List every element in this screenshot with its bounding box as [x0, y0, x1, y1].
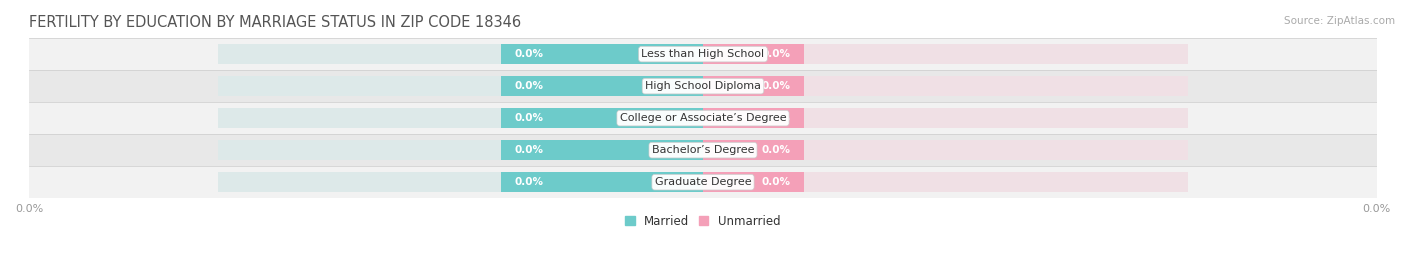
- Bar: [703, 172, 1188, 192]
- Bar: [501, 108, 703, 128]
- Bar: [703, 108, 1188, 128]
- Bar: [30, 166, 1376, 198]
- Bar: [703, 76, 804, 96]
- Bar: [703, 140, 804, 160]
- Bar: [703, 44, 1188, 64]
- Bar: [703, 44, 804, 64]
- Text: 0.0%: 0.0%: [762, 113, 790, 123]
- Bar: [30, 134, 1376, 166]
- Text: College or Associate’s Degree: College or Associate’s Degree: [620, 113, 786, 123]
- Text: 0.0%: 0.0%: [515, 177, 543, 187]
- Text: 0.0%: 0.0%: [762, 81, 790, 91]
- Text: 0.0%: 0.0%: [515, 145, 543, 155]
- Bar: [30, 102, 1376, 134]
- Text: 0.0%: 0.0%: [515, 81, 543, 91]
- Legend: Married, Unmarried: Married, Unmarried: [626, 214, 780, 228]
- Bar: [30, 38, 1376, 70]
- Bar: [30, 70, 1376, 102]
- Bar: [703, 140, 1188, 160]
- Bar: [501, 76, 703, 96]
- Bar: [501, 140, 703, 160]
- Text: High School Diploma: High School Diploma: [645, 81, 761, 91]
- Bar: [218, 44, 703, 64]
- Bar: [218, 172, 703, 192]
- Bar: [703, 108, 804, 128]
- Bar: [218, 140, 703, 160]
- Text: 0.0%: 0.0%: [515, 113, 543, 123]
- Text: Bachelor’s Degree: Bachelor’s Degree: [652, 145, 754, 155]
- Text: Source: ZipAtlas.com: Source: ZipAtlas.com: [1284, 16, 1395, 26]
- Text: 0.0%: 0.0%: [762, 145, 790, 155]
- Text: 0.0%: 0.0%: [515, 49, 543, 59]
- Bar: [501, 44, 703, 64]
- Bar: [218, 76, 703, 96]
- Bar: [703, 172, 804, 192]
- Text: Less than High School: Less than High School: [641, 49, 765, 59]
- Bar: [703, 76, 1188, 96]
- Bar: [501, 172, 703, 192]
- Text: FERTILITY BY EDUCATION BY MARRIAGE STATUS IN ZIP CODE 18346: FERTILITY BY EDUCATION BY MARRIAGE STATU…: [30, 15, 522, 30]
- Text: Graduate Degree: Graduate Degree: [655, 177, 751, 187]
- Text: 0.0%: 0.0%: [762, 177, 790, 187]
- Text: 0.0%: 0.0%: [762, 49, 790, 59]
- Bar: [218, 108, 703, 128]
